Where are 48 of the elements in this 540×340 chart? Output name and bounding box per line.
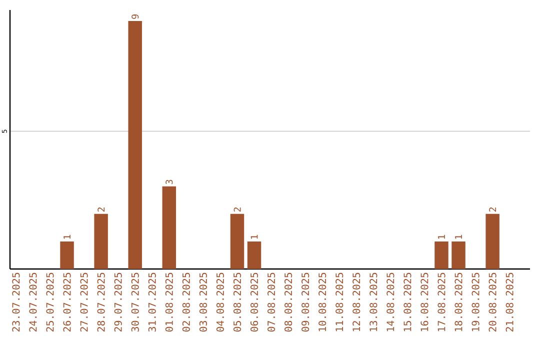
data-label: 1	[438, 234, 445, 239]
data-label: 3	[166, 180, 173, 184]
x-tick-label: 30.07.2025	[131, 272, 139, 332]
x-tick-label: 14.08.2025	[386, 272, 394, 332]
x-tick-label: 07.08.2025	[267, 272, 276, 332]
data-label: 2	[489, 207, 496, 212]
x-tick-label: 20.08.2025	[488, 272, 496, 332]
x-tick-label: 18.08.2025	[454, 272, 462, 332]
x-tick-label: 04.08.2025	[216, 272, 224, 332]
x-tick-label: 12.08.2025	[352, 272, 360, 332]
x-tick-label: 25.07.2025	[46, 272, 54, 332]
x-tick-label: 21.08.2025	[506, 272, 514, 332]
data-label: 1	[455, 234, 462, 239]
x-tick-label: 15.08.2025	[404, 272, 412, 332]
bar	[128, 21, 142, 269]
bar	[452, 241, 466, 269]
x-tick-label: 24.07.2025	[29, 272, 37, 332]
x-tick-label: 10.08.2025	[318, 272, 326, 332]
data-label: 2	[98, 207, 105, 212]
bar	[247, 241, 262, 269]
bar	[60, 241, 74, 269]
x-tick-label: 08.08.2025	[284, 272, 292, 332]
x-tick-label: 31.07.2025	[148, 272, 156, 332]
x-tick-label: 11.08.2025	[336, 272, 344, 332]
x-tick-label: 27.07.2025	[80, 272, 88, 332]
x-tick-label: 17.08.2025	[438, 272, 446, 332]
x-tick-label: 06.08.2025	[250, 272, 258, 332]
x-tick-label: 23.07.2025	[12, 272, 20, 332]
x-tick-label: 09.08.2025	[302, 272, 310, 332]
data-label: 1	[64, 234, 70, 239]
x-tick-label: 13.08.2025	[370, 272, 378, 332]
bar	[230, 214, 244, 269]
bar	[162, 186, 176, 269]
data-label: 1	[250, 234, 258, 239]
x-tick-label: 03.08.2025	[199, 272, 207, 332]
x-tick-label: 16.08.2025	[420, 272, 428, 332]
data-label: 2	[234, 207, 241, 212]
bar	[434, 241, 448, 269]
data-label: 9	[132, 14, 139, 19]
x-tick-label: 26.07.2025	[63, 272, 71, 332]
bar	[486, 214, 500, 269]
x-tick-label: 02.08.2025	[182, 272, 190, 332]
x-tick-label: 19.08.2025	[472, 272, 480, 332]
x-tick-label: 01.08.2025	[165, 272, 173, 332]
x-tick-label: 29.07.2025	[114, 272, 122, 332]
x-tick-label: 05.08.2025	[233, 272, 242, 332]
bar	[94, 214, 108, 269]
x-tick-label: 28.07.2025	[97, 272, 105, 332]
